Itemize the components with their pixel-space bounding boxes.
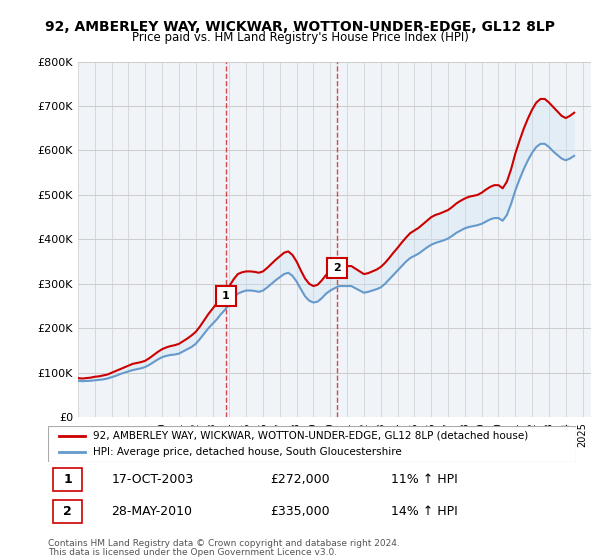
Text: £272,000: £272,000: [270, 473, 329, 486]
Text: 1: 1: [63, 473, 72, 486]
Text: Price paid vs. HM Land Registry's House Price Index (HPI): Price paid vs. HM Land Registry's House …: [131, 31, 469, 44]
FancyBboxPatch shape: [48, 426, 576, 462]
Text: 2: 2: [333, 263, 341, 273]
Text: 92, AMBERLEY WAY, WICKWAR, WOTTON-UNDER-EDGE, GL12 8LP: 92, AMBERLEY WAY, WICKWAR, WOTTON-UNDER-…: [45, 20, 555, 34]
Text: HPI: Average price, detached house, South Gloucestershire: HPI: Average price, detached house, Sout…: [93, 447, 401, 457]
Text: 17-OCT-2003: 17-OCT-2003: [112, 473, 194, 486]
Text: This data is licensed under the Open Government Licence v3.0.: This data is licensed under the Open Gov…: [48, 548, 337, 557]
Text: 1: 1: [222, 291, 230, 301]
FancyBboxPatch shape: [53, 468, 82, 491]
FancyBboxPatch shape: [53, 500, 82, 522]
Text: £335,000: £335,000: [270, 505, 329, 518]
Text: 92, AMBERLEY WAY, WICKWAR, WOTTON-UNDER-EDGE, GL12 8LP (detached house): 92, AMBERLEY WAY, WICKWAR, WOTTON-UNDER-…: [93, 431, 528, 441]
Text: 14% ↑ HPI: 14% ↑ HPI: [391, 505, 458, 518]
Text: 11% ↑ HPI: 11% ↑ HPI: [391, 473, 458, 486]
Text: 28-MAY-2010: 28-MAY-2010: [112, 505, 193, 518]
Text: Contains HM Land Registry data © Crown copyright and database right 2024.: Contains HM Land Registry data © Crown c…: [48, 539, 400, 548]
Text: 2: 2: [63, 505, 72, 518]
